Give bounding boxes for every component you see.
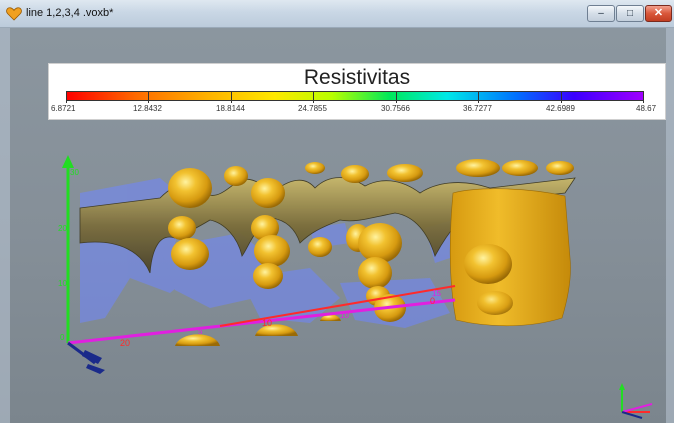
axis-z-arrow-icon [62, 155, 74, 168]
tick-mark [148, 91, 149, 103]
close-button[interactable]: ✕ [645, 5, 672, 22]
window-frame-left [0, 28, 10, 423]
axis-y-line [67, 298, 456, 345]
tick-mark [231, 91, 232, 103]
axis-x-label: 10 [262, 318, 272, 328]
tick-mark [313, 91, 314, 103]
axis-z-label: 30 [70, 168, 79, 177]
axis-y-label: 15 [432, 289, 441, 298]
tick-mark [561, 91, 562, 103]
colorbar [66, 91, 644, 101]
isosurface-blobs [168, 159, 574, 346]
minimize-button[interactable]: – [587, 5, 615, 22]
axis-x-label: 0 [430, 296, 435, 306]
voxler-heart-icon [6, 7, 22, 21]
origin-marker-icon [82, 350, 105, 374]
legend-tick-label: 12.8432 [133, 104, 162, 113]
tick-mark [396, 91, 397, 103]
legend-tick-label: 36.7277 [463, 104, 492, 113]
window-title: line 1,2,3,4 .voxb* [26, 7, 114, 19]
title-bar[interactable]: line 1,2,3,4 .voxb* – □ ✕ [0, 0, 674, 28]
isosurface-block-bump [477, 291, 513, 315]
legend-tick-label: 6.8721 [51, 104, 76, 113]
axis-y-label: 5 [198, 327, 203, 336]
legend-tick-label: 48.67 [636, 104, 657, 113]
3d-viewport[interactable]: 20 10 0 5 10 15 30 20 10 0 [10, 28, 666, 423]
legend-title: Resistivitas [303, 66, 411, 89]
axis-triad-icon [619, 383, 653, 419]
axis-x-line [219, 285, 456, 327]
legend-tick-label: 24.7855 [298, 104, 327, 113]
axis-y-label: 10 [340, 311, 349, 320]
window-frame-right [666, 28, 674, 423]
legend-tick-label: 30.7566 [381, 104, 410, 113]
maximize-button[interactable]: □ [616, 5, 644, 22]
tick-mark [478, 91, 479, 103]
axis-z-label: 20 [58, 224, 67, 233]
minimize-icon: – [598, 8, 604, 19]
color-legend[interactable]: Resistivitas 6.8721 12.8432 18.8144 24.7… [48, 63, 666, 120]
tick-mark [66, 91, 67, 103]
isosurface-block-highlight [464, 244, 512, 284]
axis-z-label: 10 [58, 279, 67, 288]
legend-tick-label: 42.6989 [546, 104, 575, 113]
axis-x-label: 20 [120, 338, 130, 348]
axis-z-label: 0 [60, 333, 65, 342]
close-icon: ✕ [653, 7, 664, 19]
legend-tick-label: 18.8144 [216, 104, 245, 113]
tick-mark [643, 91, 644, 103]
maximize-icon: □ [626, 8, 634, 19]
